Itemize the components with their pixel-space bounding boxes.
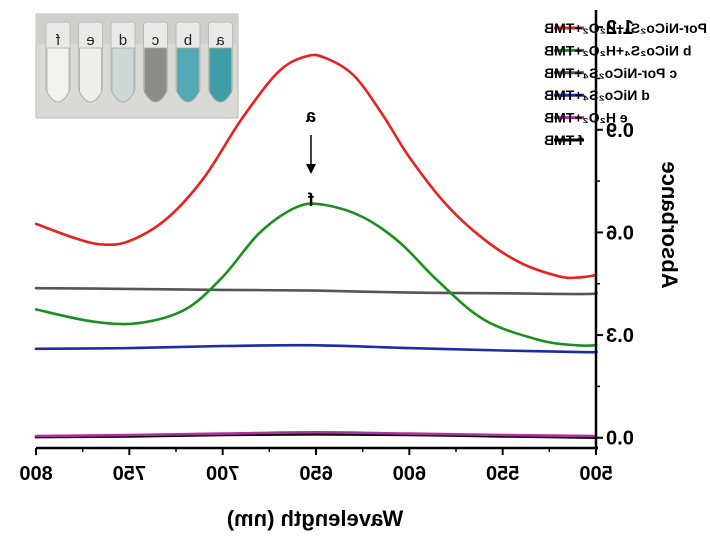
y-tick-label: 0.9	[606, 120, 634, 142]
x-tick-label: 800	[19, 463, 52, 485]
vial-label: e	[86, 32, 94, 49]
y-axis-title: Absorbance	[657, 161, 682, 288]
annotation-arrow-head	[306, 164, 316, 174]
vial-solution	[111, 47, 135, 103]
series-line-f	[34, 433, 598, 439]
legend-label: c Por-NiCo₂S₄+TMB	[544, 65, 677, 81]
x-axis-title: Wavelength (nm)	[227, 506, 403, 531]
plot-area: 800 750 700 650 600 550 500 0.0 0.3 0.6 0.9 1.2	[19, 10, 634, 485]
legend: a Por-NiCo₂S₄+H₂O₂+TMB b NiCo₂S₄+H₂O₂+TMB…	[544, 20, 710, 148]
legend-label: e H₂O₂+TMB	[544, 110, 628, 126]
vial-label: d	[119, 32, 127, 49]
x-tick-label: 550	[486, 463, 519, 485]
x-tick-label: 600	[393, 463, 426, 485]
series-line-e	[34, 431, 598, 438]
y-tick-label: 0.6	[606, 222, 634, 244]
vial-label: b	[184, 32, 192, 49]
trend-annotation: a f	[305, 106, 316, 210]
y-tick-label: 0.0	[606, 428, 634, 450]
y-tick-label: 1.2	[606, 17, 634, 39]
series-line-a	[34, 53, 598, 280]
series-lines	[34, 53, 598, 439]
annotation-bottom-label: f	[307, 190, 314, 210]
vial-solution	[144, 47, 167, 103]
legend-label: f TMB	[544, 132, 583, 148]
x-tick-label: 750	[113, 463, 146, 485]
vial-label: a	[216, 32, 225, 49]
vial-solution	[209, 47, 232, 103]
y-tick-label: 0.3	[606, 325, 634, 347]
vial-solution	[79, 47, 102, 103]
legend-label: b NiCo₂S₄+H₂O₂+TMB	[544, 42, 691, 58]
annotation-top-label: a	[305, 106, 316, 126]
legend-label: a Por-NiCo₂S₄+H₂O₂+TMB	[544, 20, 710, 36]
series-line-c	[34, 286, 598, 296]
x-tick-label: 500	[579, 463, 612, 485]
x-axis-ticks: 800 750 700 650 600 550 500	[19, 448, 613, 485]
vial-label: f	[55, 32, 60, 49]
vial-label: c	[151, 32, 159, 49]
y-axis-ticks: 0.0 0.3 0.6 0.9 1.2	[596, 17, 634, 450]
series-line-b	[34, 202, 598, 347]
x-tick-label: 650	[299, 463, 332, 485]
vial-solution	[176, 47, 200, 103]
legend-label: d NiCo₂S₄+TMB	[544, 87, 650, 103]
vial-solution	[46, 47, 70, 103]
series-line-d	[34, 343, 598, 354]
x-tick-label: 700	[206, 463, 239, 485]
